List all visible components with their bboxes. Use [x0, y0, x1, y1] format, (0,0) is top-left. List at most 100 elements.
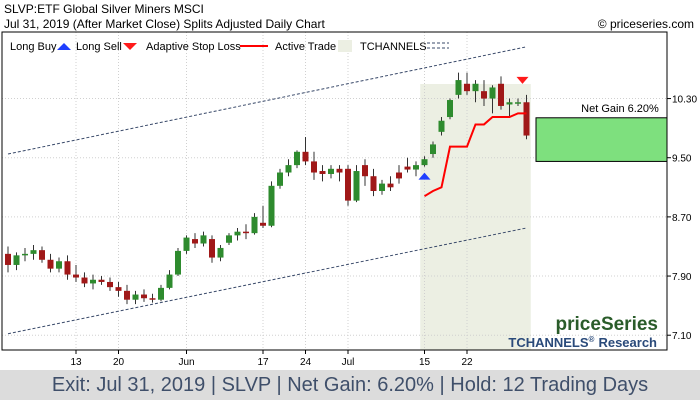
x-tick-label: 13	[70, 357, 82, 368]
trade-summary-footer: Exit: Jul 31, 2019 | SLVP | Net Gain: 6.…	[0, 370, 700, 400]
candle-body	[396, 172, 402, 179]
candle-body	[200, 235, 207, 244]
legend-tchannels-label: TCHANNELS	[360, 41, 427, 53]
candle-body	[175, 250, 181, 275]
active-trade-swatch-icon	[338, 40, 352, 52]
candle-body	[107, 281, 113, 288]
net-gain-label: Net Gain 6.20%	[581, 103, 659, 115]
tchannels-research-brand: TCHANNELS® Research	[508, 335, 657, 350]
candle-body	[455, 80, 462, 95]
candle-body	[413, 165, 419, 170]
candle-body	[13, 255, 20, 265]
candle-body	[243, 231, 249, 234]
candle-body	[5, 253, 11, 265]
candle-body	[302, 151, 309, 162]
legend: Long Buy Long Sell Adaptive Stop Loss Ac…	[10, 40, 449, 53]
candle-body	[268, 185, 275, 226]
y-tick-label: 8.70	[672, 213, 692, 224]
axes-layer: 7.10 7.90 8.70 9.50 10.30 13 20 Jun 17 24 Jul 15 22	[1, 31, 697, 368]
legend-active-trade-label: Active Trade	[275, 41, 336, 53]
candle-body	[294, 151, 300, 166]
candle-body	[319, 171, 326, 174]
candle-body	[209, 239, 215, 258]
candle-body	[251, 216, 258, 234]
sell-arrow-icon	[123, 43, 137, 50]
candle-body	[353, 171, 360, 201]
candle-body	[234, 231, 241, 236]
candle-body	[285, 165, 292, 173]
candle-body	[73, 274, 79, 278]
candle-body	[506, 102, 513, 105]
candle-body	[39, 250, 45, 260]
candle-body	[115, 287, 122, 291]
candle-body	[387, 183, 394, 188]
x-tick-label: 15	[419, 357, 431, 368]
candle-body	[183, 237, 190, 251]
plot-frame	[1, 31, 668, 351]
candle-body	[523, 102, 530, 136]
candle-body	[124, 290, 130, 300]
y-tick-label: 7.90	[672, 272, 692, 283]
candle-body	[56, 261, 62, 269]
candle-body	[226, 235, 232, 243]
candle-body	[472, 83, 479, 92]
y-tick-label: 10.30	[672, 95, 697, 106]
candle-body	[447, 100, 453, 118]
legend-long-sell-label: Long Sell	[76, 41, 122, 53]
research-brand-name: TCHANNELS	[508, 335, 588, 350]
candle-body	[81, 277, 88, 284]
candle-body	[217, 247, 224, 258]
research-suffix: Research	[598, 335, 657, 350]
x-tick-label: 22	[461, 357, 473, 368]
buy-arrow-icon	[57, 43, 71, 50]
x-tick-label: 20	[113, 357, 125, 368]
candle-body	[489, 87, 496, 99]
chart-subtitle: Jul 31, 2019 (After Market Close) Splits…	[4, 17, 325, 31]
x-tick-label: 17	[257, 357, 269, 368]
x-tick-label: Jul	[342, 357, 355, 368]
legend-long-buy-label: Long Buy	[10, 41, 57, 53]
long-sell-arrow	[516, 76, 529, 84]
x-tick-label: 24	[300, 357, 312, 368]
candle-body	[421, 159, 428, 166]
grid-layer	[2, 32, 667, 350]
candle-body	[30, 250, 37, 254]
candle-body	[438, 120, 445, 132]
candle-body	[515, 102, 521, 104]
candle-body	[98, 279, 105, 282]
candle-body	[370, 176, 377, 191]
candle-body	[328, 168, 334, 174]
candle-body	[430, 144, 436, 155]
registered-mark: ®	[589, 335, 595, 344]
y-tick-label: 7.10	[672, 331, 692, 342]
candle-body	[141, 294, 147, 299]
x-tick-label: Jun	[178, 357, 194, 368]
candle-body	[149, 298, 156, 300]
candle-body	[277, 172, 283, 186]
chart-title: SLVP:ETF Global Silver Miners MSCI	[4, 2, 204, 16]
candle-body	[379, 183, 385, 191]
candle-body	[166, 274, 173, 288]
candle-body	[132, 294, 139, 300]
tchannels-layer	[7, 46, 527, 335]
candle-body	[464, 83, 470, 92]
candle-body	[260, 222, 266, 226]
candle-body	[64, 261, 71, 275]
candles-layer	[5, 72, 530, 305]
stop-loss-layer	[423, 112, 527, 198]
net-gain-box	[535, 117, 668, 162]
channel-lower-line	[7, 227, 527, 335]
candle-body	[192, 239, 198, 244]
copyright-notice: © priceseries.com	[597, 17, 694, 31]
adaptive-stop-line	[423, 112, 527, 198]
candle-body	[498, 83, 504, 106]
candle-body	[22, 253, 28, 256]
candle-body	[404, 166, 411, 170]
channel-upper-line	[7, 46, 527, 155]
y-tick-label: 9.50	[672, 154, 692, 165]
priceseries-logo: priceSeries	[556, 314, 658, 335]
candle-body	[481, 91, 487, 99]
candle-body	[311, 161, 317, 173]
candle-body	[345, 168, 351, 201]
